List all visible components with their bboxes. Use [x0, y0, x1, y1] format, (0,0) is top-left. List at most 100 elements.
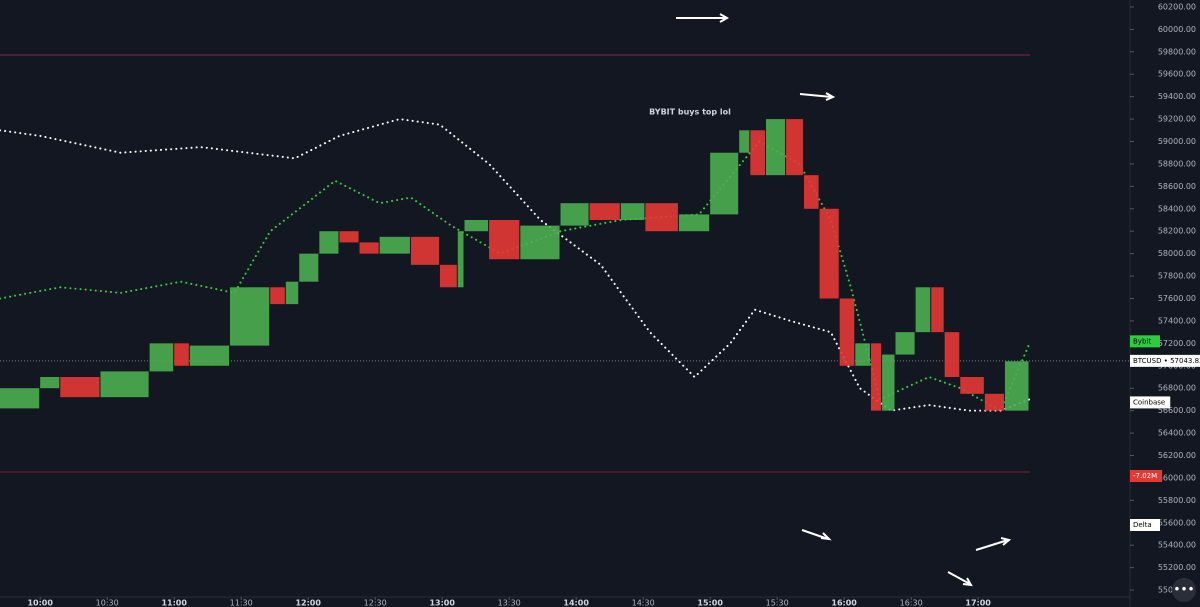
x-tick-label: 16:30 [900, 599, 923, 607]
candle [870, 343, 882, 411]
delta-label-box [1130, 519, 1160, 531]
menu-dots[interactable]: ••• [1173, 583, 1194, 597]
candle [1004, 361, 1029, 411]
candle [678, 214, 710, 232]
candle [620, 203, 645, 221]
candle [882, 354, 895, 411]
candle [379, 236, 410, 254]
arrows [676, 13, 1012, 587]
candle [739, 130, 750, 153]
x-tick-label: 15:00 [697, 599, 723, 607]
y-tick-label: 55800.00 [1158, 496, 1196, 505]
y-tick-label: 57800.00 [1158, 272, 1196, 281]
candle [895, 332, 915, 355]
y-tick-label: 56400.00 [1158, 429, 1196, 438]
candle [589, 203, 620, 221]
candle [944, 332, 960, 377]
candle [839, 298, 855, 366]
candle [230, 287, 270, 346]
candle [960, 376, 984, 394]
candle [489, 220, 520, 260]
y-tick-label: 58800.00 [1158, 159, 1196, 168]
candle [189, 345, 230, 366]
candle [439, 264, 457, 288]
y-tick-label: 56600.00 [1158, 406, 1196, 415]
price-label: BTCUSD • 57043.83 [1133, 357, 1200, 365]
candle [319, 231, 339, 254]
y-tick-label: 56200.00 [1158, 451, 1196, 460]
y-tick-label: 59800.00 [1158, 47, 1196, 56]
candle [750, 130, 765, 176]
candle [174, 343, 189, 366]
candle [40, 376, 60, 389]
delta-label: Delta [1133, 521, 1152, 529]
candle [339, 231, 359, 243]
delta-value-box [1130, 470, 1163, 482]
exchange-line [0, 118, 1031, 412]
candle [285, 281, 299, 305]
x-tick-label: 12:00 [295, 599, 321, 607]
y-tick-label: 55200.00 [1158, 563, 1196, 572]
candle [560, 203, 589, 226]
candle [464, 220, 489, 232]
x-tick-label: 10:00 [27, 599, 53, 607]
x-tick-label: 11:00 [161, 599, 187, 607]
y-tick-label: 59200.00 [1158, 115, 1196, 124]
candle [359, 242, 379, 254]
y-tick-label: 58000.00 [1158, 249, 1196, 258]
y-tick-label: 57400.00 [1158, 316, 1196, 325]
candle [803, 175, 819, 209]
y-tick-label: 56800.00 [1158, 384, 1196, 393]
annotation: BYBIT buys top lol [649, 108, 731, 117]
candle [915, 287, 931, 333]
candle [270, 287, 285, 305]
candle [786, 119, 803, 176]
candle [60, 376, 100, 398]
x-tick-label: 14:30 [632, 599, 655, 607]
candle [410, 236, 439, 265]
candle [645, 203, 678, 232]
candle [149, 343, 174, 372]
y-tick-label: 56000.00 [1158, 473, 1196, 482]
coinbase-label-box [1130, 396, 1171, 409]
y-tick-label: 59600.00 [1158, 70, 1196, 79]
y-tick-label: 59000.00 [1158, 137, 1196, 146]
x-tick-label: 16:00 [831, 599, 857, 607]
delta-value: -7.02M [1133, 472, 1157, 480]
bybit-label-box [1130, 335, 1160, 348]
x-tick-label: 11:30 [230, 599, 253, 607]
y-tick-label: 58200.00 [1158, 227, 1196, 236]
y-tick-label: 60200.00 [1158, 2, 1196, 11]
y-tick-label: 60000.00 [1158, 25, 1196, 34]
candle [299, 253, 319, 282]
x-tick-label: 10:30 [96, 599, 119, 607]
x-tick-label: 13:00 [429, 599, 455, 607]
candle [0, 388, 40, 409]
x-tick-label: 17:00 [965, 599, 991, 607]
candle [984, 393, 1004, 411]
candle [520, 225, 560, 260]
candle [457, 231, 464, 288]
candle [710, 152, 739, 215]
candle [855, 343, 870, 366]
y-tick-label: 59400.00 [1158, 92, 1196, 101]
candle [765, 119, 786, 176]
coinbase-label: Coinbase [1133, 398, 1165, 406]
price-label-box [1130, 354, 1200, 367]
x-tick-label: 15:30 [766, 599, 789, 607]
y-tick-label: 57200.00 [1158, 339, 1196, 348]
bybit-label: Bybit [1133, 337, 1151, 345]
candle [819, 208, 839, 299]
x-tick-label: 13:30 [498, 599, 521, 607]
y-tick-label: 55600.00 [1158, 518, 1196, 527]
x-tick-label: 14:00 [563, 599, 589, 607]
candle [100, 371, 149, 398]
y-tick-label: 57600.00 [1158, 294, 1196, 303]
y-tick-label: 58400.00 [1158, 204, 1196, 213]
menu-button[interactable] [1172, 578, 1196, 602]
y-tick-label: 58600.00 [1158, 182, 1196, 191]
candle [931, 287, 944, 333]
x-tick-label: 12:30 [364, 599, 387, 607]
